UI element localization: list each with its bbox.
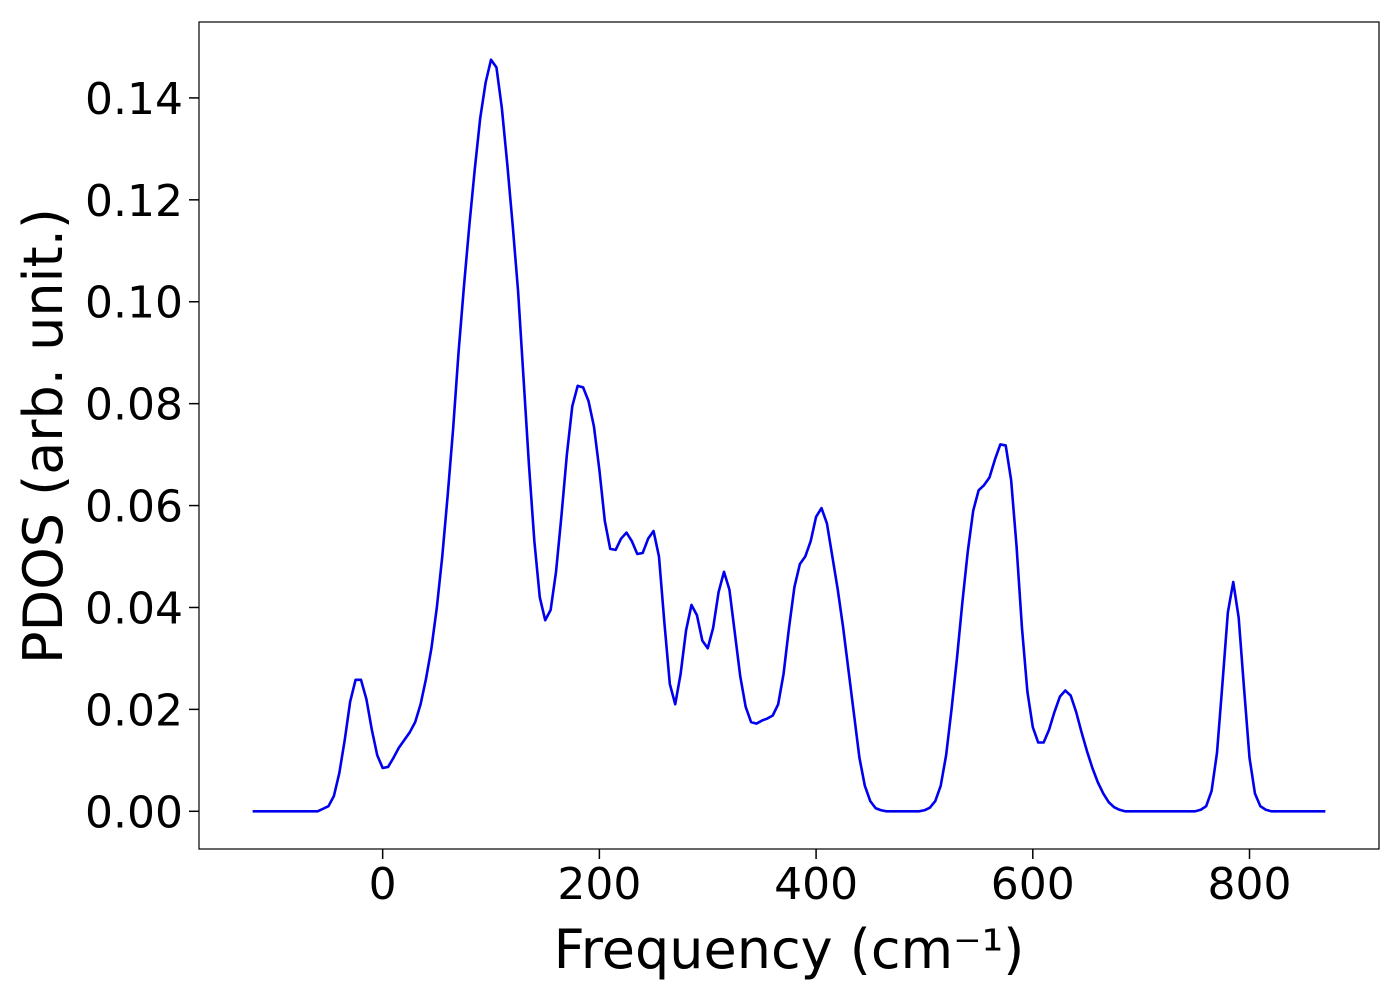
data-line — [252, 58, 1326, 813]
x-tick-label: 400 — [774, 859, 858, 910]
x-axis-label: Frequency (cm⁻¹) — [554, 918, 1025, 981]
x-tick-label: 200 — [557, 859, 641, 910]
x-tick-label: 0 — [369, 859, 397, 910]
y-tick-label: 0.06 — [85, 482, 183, 533]
y-tick-label: 0.14 — [85, 74, 183, 125]
y-tick-label: 0.02 — [85, 685, 183, 736]
y-tick-label: 0.12 — [85, 176, 183, 227]
x-tick-label: 600 — [991, 859, 1075, 910]
y-axis-label: PDOS (arb. unit.) — [12, 208, 75, 664]
y-tick-label: 0.08 — [85, 380, 183, 431]
x-tick-label: 800 — [1208, 859, 1292, 910]
y-tick-label: 0.04 — [85, 583, 183, 634]
y-tick-label: 0.10 — [85, 278, 183, 329]
plot-frame — [198, 21, 1380, 850]
y-tick-label: 0.00 — [85, 787, 183, 838]
